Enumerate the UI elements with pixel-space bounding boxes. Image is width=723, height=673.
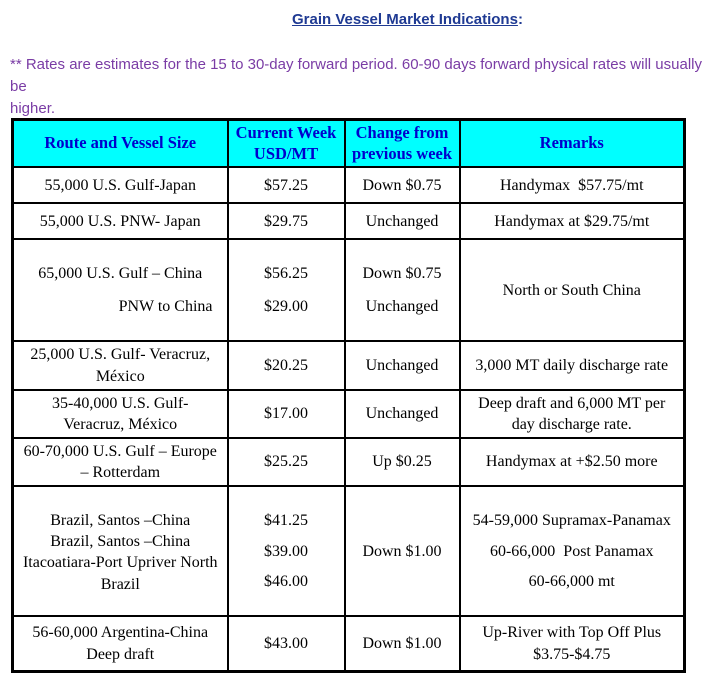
remarks-cell: Handymax at +$2.50 more: [458, 436, 686, 488]
usd-lines: $56.25 $29.00: [233, 263, 340, 317]
route-cell: 55,000 U.S. PNW- Japan: [11, 202, 229, 241]
usd-cell: $17.00: [226, 388, 346, 439]
route-cell: Brazil, Santos –China Brazil, Santos –Ch…: [11, 485, 229, 618]
usd-cell: $56.25 $29.00: [226, 238, 346, 343]
table-header-row: Route and Vessel Size Current Week USD/M…: [11, 118, 686, 169]
change-cell: Down $1.00: [343, 485, 461, 618]
remarks-cell: Handymax $57.75/mt: [458, 166, 686, 205]
usd-cell: $57.25: [226, 166, 346, 205]
route-cell: 65,000 U.S. Gulf – China PNW to China: [11, 238, 229, 343]
header-remarks: Remarks: [458, 118, 686, 169]
usd-line: $41.25: [264, 512, 308, 530]
route-line: Brazil, Santos –China: [50, 533, 191, 551]
page-title-colon: :: [517, 11, 523, 28]
table-row: 56-60,000 Argentina-China Deep draft $43…: [11, 615, 686, 673]
usd-cell: $20.25: [226, 340, 346, 391]
table-row: 25,000 U.S. Gulf- Veracruz, México $20.2…: [11, 340, 686, 391]
change-line: Unchanged: [365, 298, 439, 316]
change-cell: Down $0.75: [343, 166, 461, 205]
change-cell: Unchanged: [343, 340, 461, 391]
usd-cell: $29.75: [226, 202, 346, 241]
header-current-week-usd-mt: Current Week USD/MT: [226, 118, 346, 169]
usd-line: $29.00: [264, 298, 308, 316]
remarks-line: 60-66,000 mt: [528, 573, 615, 591]
table-row: Brazil, Santos –China Brazil, Santos –Ch…: [11, 485, 686, 618]
page-title-text: Grain Vessel Market Indications: [292, 11, 518, 28]
table-row: 60-70,000 U.S. Gulf – Europe – Rotterdam…: [11, 436, 686, 488]
page-title: Grain Vessel Market Indications:: [292, 11, 523, 28]
route-cell: 25,000 U.S. Gulf- Veracruz, México: [11, 340, 229, 391]
route-cell: 60-70,000 U.S. Gulf – Europe – Rotterdam: [11, 436, 229, 488]
usd-line: $39.00: [264, 542, 308, 560]
table-row: 55,000 U.S. Gulf-Japan $57.25 Down $0.75…: [11, 166, 686, 205]
route-lines: Brazil, Santos –China Brazil, Santos –Ch…: [18, 510, 223, 592]
remarks-cell: North or South China: [458, 238, 686, 343]
usd-cell: $25.25: [226, 436, 346, 488]
remarks-cell: 54-59,000 Supramax-Panamax 60-66,000 Pos…: [458, 485, 686, 618]
remarks-cell: Up-River with Top Off Plus $3.75-$4.75: [458, 615, 686, 673]
route-line: PNW to China: [118, 298, 213, 316]
usd-cell: $41.25 $39.00 $46.00: [226, 485, 346, 618]
change-lines: Down $0.75 Unchanged: [350, 263, 455, 317]
route-cell: 35-40,000 U.S. Gulf- Veracruz, México: [11, 388, 229, 439]
table-row: 35-40,000 U.S. Gulf- Veracruz, México $1…: [11, 388, 686, 439]
usd-lines: $41.25 $39.00 $46.00: [233, 510, 340, 592]
route-line: Brazil, Santos –China: [50, 512, 191, 530]
grain-vessel-rates-table: Route and Vessel Size Current Week USD/M…: [11, 118, 686, 673]
table-row: 65,000 U.S. Gulf – China PNW to China $5…: [11, 238, 686, 343]
usd-cell: $43.00: [226, 615, 346, 673]
change-cell: Down $0.75 Unchanged: [343, 238, 461, 343]
rates-disclaimer-note: ** Rates are estimates for the 15 to 30-…: [10, 56, 702, 117]
table-row: 55,000 U.S. PNW- Japan $29.75 Unchanged …: [11, 202, 686, 241]
change-cell: Up $0.25: [343, 436, 461, 488]
usd-line: $56.25: [264, 265, 308, 283]
route-line: 65,000 U.S. Gulf – China: [38, 265, 203, 283]
remarks-line: 60-66,000 Post Panamax: [489, 542, 654, 560]
remarks-cell: Handymax at $29.75/mt: [458, 202, 686, 241]
change-line: Down $0.75: [362, 265, 442, 283]
header-route-and-vessel-size: Route and Vessel Size: [11, 118, 229, 169]
route-cell: 55,000 U.S. Gulf-Japan: [11, 166, 229, 205]
route-cell: 56-60,000 Argentina-China Deep draft: [11, 615, 229, 673]
change-cell: Unchanged: [343, 202, 461, 241]
change-cell: Down $1.00: [343, 615, 461, 673]
remarks-cell: Deep draft and 6,000 MT per day discharg…: [458, 388, 686, 439]
header-change-from-previous-week: Change from previous week: [343, 118, 461, 169]
route-lines: 65,000 U.S. Gulf – China PNW to China: [18, 263, 223, 317]
usd-line: $46.00: [264, 573, 308, 591]
remarks-lines: 54-59,000 Supramax-Panamax 60-66,000 Pos…: [465, 510, 680, 592]
route-line: Itacoatiara-Port Upriver North Brazil: [22, 554, 218, 593]
change-cell: Unchanged: [343, 388, 461, 439]
remarks-line: 54-59,000 Supramax-Panamax: [472, 512, 671, 530]
remarks-cell: 3,000 MT daily discharge rate: [458, 340, 686, 391]
